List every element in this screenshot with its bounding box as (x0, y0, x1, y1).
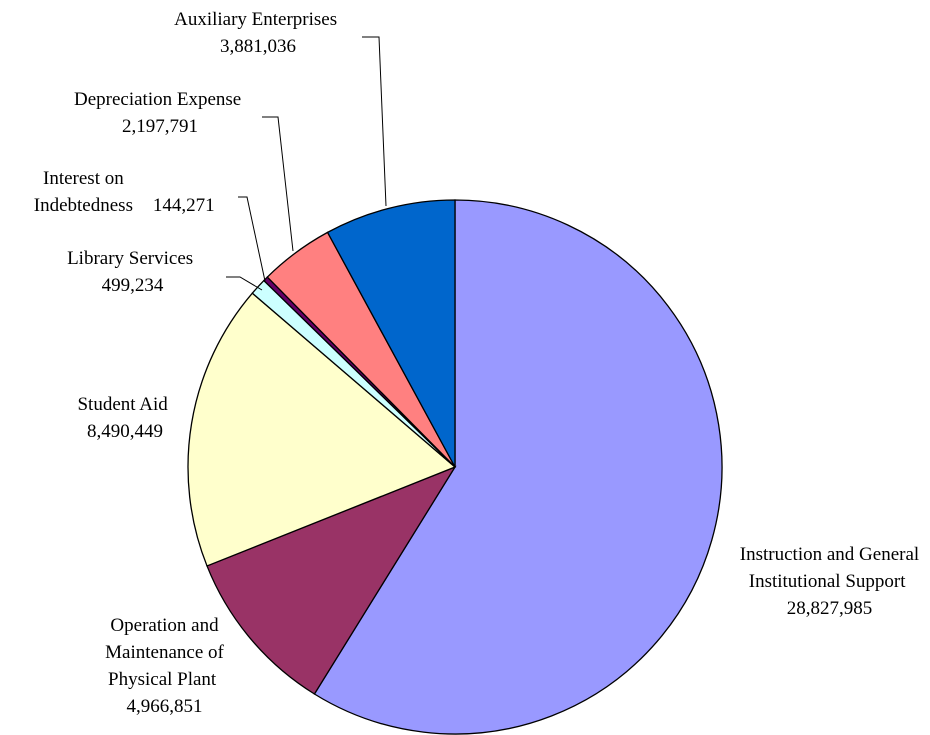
value-label: 8,490,449 (87, 421, 163, 442)
slice-label: Auxiliary Enterprises 3,881,036 (140, 6, 376, 60)
value-label: 144,271 (152, 195, 215, 216)
slice-label: Operation and Maintenance of Physical Pl… (72, 612, 257, 720)
category-name: Instruction and General Institutional Su… (739, 544, 920, 592)
pie-slice (187, 292, 457, 567)
value-label: 28,827,985 (786, 598, 873, 619)
category-name: Interest on Indebtedness (33, 168, 133, 216)
pie-slice (326, 199, 456, 468)
slice-label: Instruction and General Institutional Su… (722, 541, 930, 622)
leader-line (226, 276, 263, 291)
pie-slice (313, 199, 723, 735)
value-label: 2,197,791 (122, 116, 198, 137)
slice-label: Student Aid 8,490,449 (40, 391, 210, 445)
category-name: Operation and Maintenance of Physical Pl… (105, 615, 224, 690)
value-label: 3,881,036 (220, 36, 296, 57)
value-label: 4,966,851 (126, 696, 203, 717)
leader-line (362, 36, 387, 207)
pie-slice (206, 465, 457, 695)
category-name: Library Services (67, 248, 194, 269)
slice-label: Depreciation Expense 2,197,791 (30, 86, 290, 140)
leader-line (238, 196, 266, 282)
slice-label: Library Services 499,234 (40, 245, 225, 299)
category-name: Depreciation Expense (74, 89, 242, 110)
value-label: 499,234 (101, 275, 164, 296)
category-name: Student Aid (77, 394, 168, 415)
leader-line (262, 116, 294, 252)
category-name: Auxiliary Enterprises (174, 9, 338, 30)
slice-label: Interest on Indebtedness 144,271 (0, 165, 238, 219)
